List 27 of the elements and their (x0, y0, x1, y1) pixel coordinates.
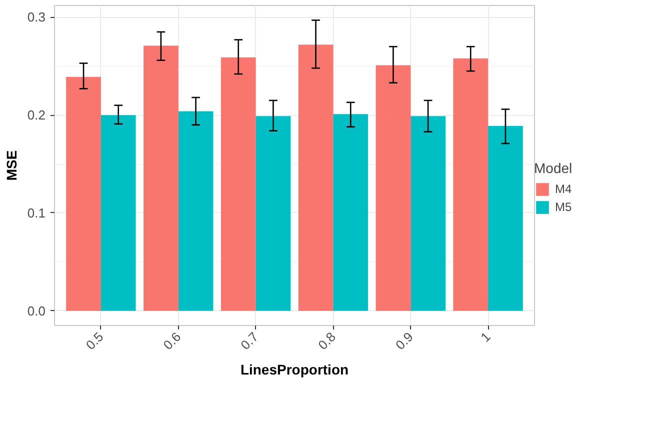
bar (410, 116, 446, 311)
bar (100, 115, 136, 311)
bar (488, 126, 523, 311)
x-tick-label: 0.9 (392, 329, 416, 353)
bar (298, 44, 334, 311)
bar (333, 114, 368, 311)
bar (220, 57, 256, 311)
legend-label: M5 (555, 200, 573, 214)
y-tick-label: 0.1 (27, 205, 46, 220)
x-axis-title: LinesProportion (240, 362, 349, 378)
x-tick-label: 0.8 (315, 329, 339, 353)
y-tick-label: 0.0 (27, 303, 46, 318)
bar (453, 58, 488, 311)
bar (256, 116, 291, 311)
legend-title: Model (534, 160, 574, 176)
y-tick-label: 0.3 (27, 10, 46, 25)
x-tick-label: 1 (478, 329, 494, 345)
x-tick-label: 0.6 (160, 329, 184, 353)
bar (144, 46, 178, 311)
bar (178, 111, 214, 311)
y-axis-title: MSE (3, 150, 20, 181)
bar (376, 65, 411, 311)
bar (66, 76, 101, 311)
y-tick-label: 0.2 (27, 108, 46, 123)
legend-label: M4 (555, 182, 573, 196)
x-tick-label: 0.5 (82, 329, 106, 353)
x-tick-label: 0.7 (238, 329, 262, 353)
